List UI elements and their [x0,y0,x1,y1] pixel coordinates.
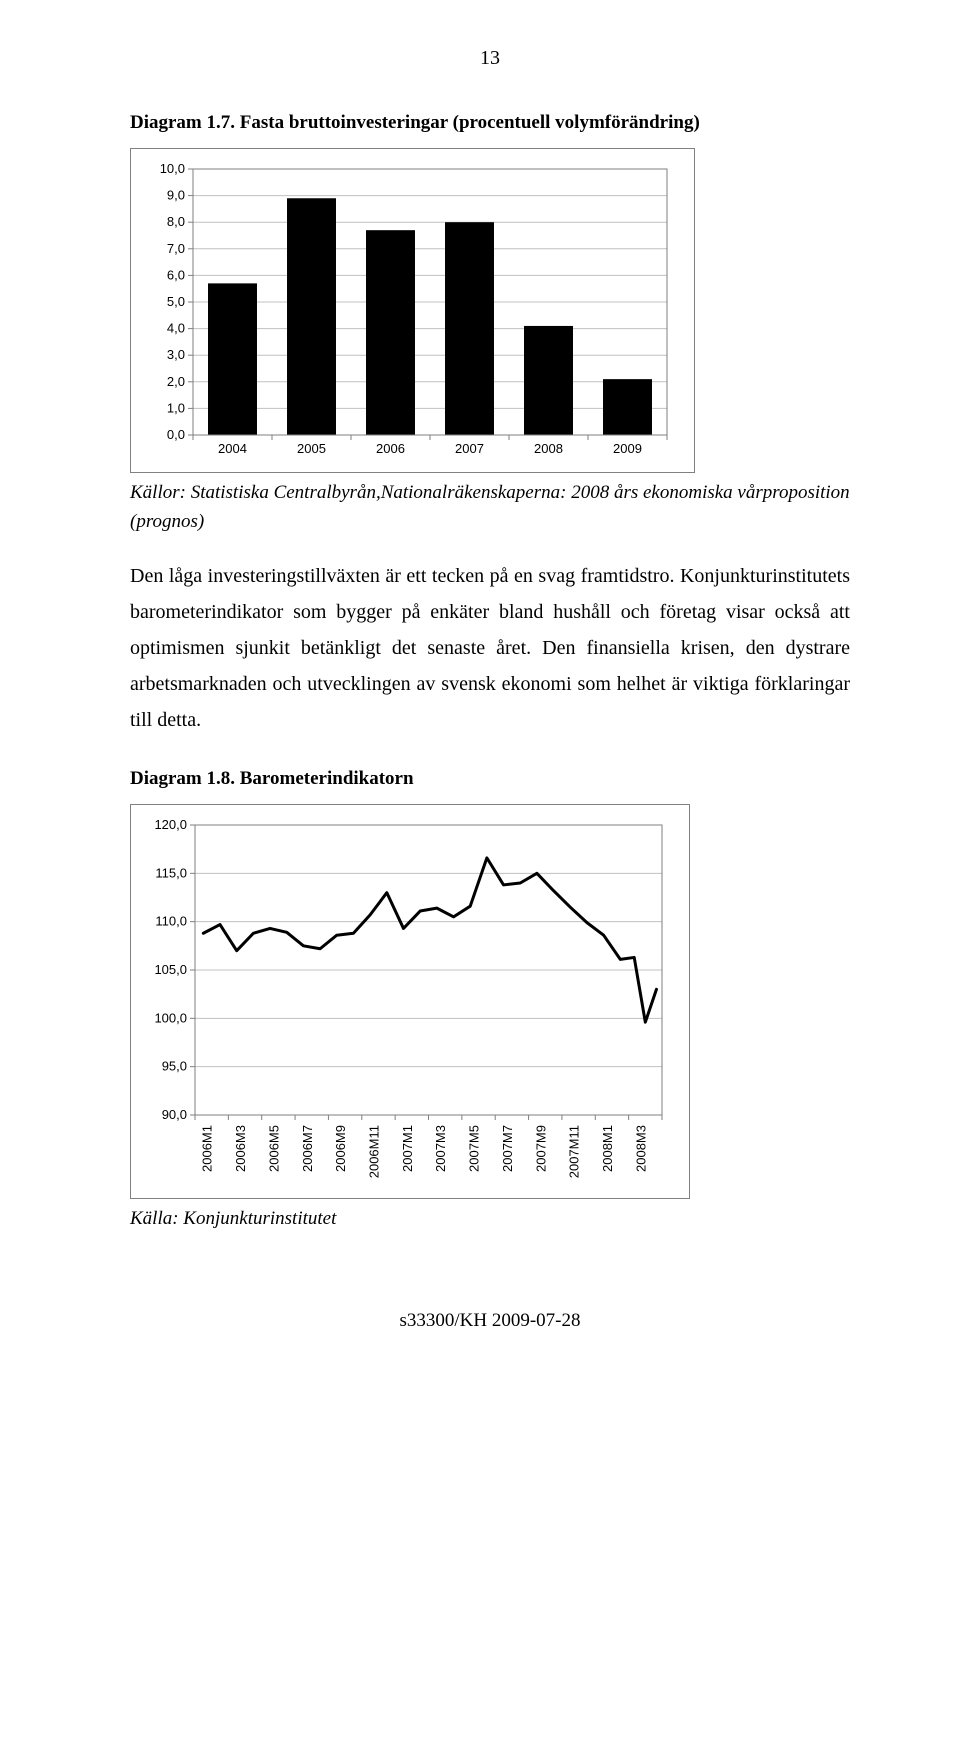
svg-text:90,0: 90,0 [162,1107,187,1122]
footer: s33300/KH 2009-07-28 [130,1304,850,1338]
svg-text:2005: 2005 [297,441,326,456]
svg-text:110,0: 110,0 [155,914,187,929]
svg-text:2004: 2004 [218,441,247,456]
svg-text:2,0: 2,0 [167,374,185,389]
svg-text:2006M5: 2006M5 [266,1125,281,1172]
svg-text:2007: 2007 [455,441,484,456]
body-paragraph-text: Den låga investeringstillväxten är ett t… [130,558,850,738]
svg-text:2007M5: 2007M5 [467,1125,482,1172]
figure2-title: Diagram 1.8. Barometerindikatorn [130,762,850,796]
svg-text:2006M9: 2006M9 [333,1125,348,1172]
body-paragraph: Den låga investeringstillväxten är ett t… [130,558,850,738]
svg-text:5,0: 5,0 [167,294,185,309]
svg-text:2006M7: 2006M7 [300,1125,315,1172]
svg-text:105,0: 105,0 [154,962,187,977]
svg-text:2007M9: 2007M9 [533,1125,548,1172]
svg-text:100,0: 100,0 [154,1011,187,1026]
figure2-sources: Källa: Konjunkturinstitutet [130,1205,850,1234]
svg-text:3,0: 3,0 [167,347,185,362]
svg-text:2009: 2009 [613,441,642,456]
page-number: 13 [130,40,850,76]
svg-text:2006: 2006 [376,441,405,456]
svg-text:6,0: 6,0 [167,268,185,283]
svg-text:7,0: 7,0 [167,241,185,256]
svg-text:120,0: 120,0 [154,817,187,832]
svg-text:2008: 2008 [534,441,563,456]
svg-text:2007M3: 2007M3 [433,1125,448,1172]
bar-chart: 0,0 1,0 2,0 3,0 4,0 5,0 6,0 7,0 8,0 9,0 10,0 2004 20… [130,148,695,473]
svg-text:2008M1: 2008M1 [600,1125,615,1172]
svg-text:4,0: 4,0 [167,321,185,336]
svg-text:9,0: 9,0 [167,188,185,203]
svg-text:2006M1: 2006M1 [200,1125,215,1172]
line-chart: 90,0 95,0 100,0 105,0 110,0 115,0 120,0 2006M1 2… [130,804,690,1199]
svg-text:2006M3: 2006M3 [233,1125,248,1172]
svg-text:8,0: 8,0 [167,214,185,229]
svg-text:95,0: 95,0 [162,1059,187,1074]
svg-text:10,0: 10,0 [160,161,185,176]
svg-text:1,0: 1,0 [167,401,185,416]
svg-text:2008M3: 2008M3 [633,1125,648,1172]
svg-text:2007M1: 2007M1 [400,1125,415,1172]
svg-text:2007M7: 2007M7 [500,1125,515,1172]
figure1-title: Diagram 1.7. Fasta bruttoinvesteringar (… [130,106,850,140]
figure1-sources: Källor: Statistiska Centralbyrån,Nationa… [130,479,850,536]
svg-text:2007M11: 2007M11 [567,1125,582,1178]
svg-text:115,0: 115,0 [155,866,187,881]
svg-text:2006M11: 2006M11 [366,1125,381,1178]
svg-text:0,0: 0,0 [167,427,185,442]
